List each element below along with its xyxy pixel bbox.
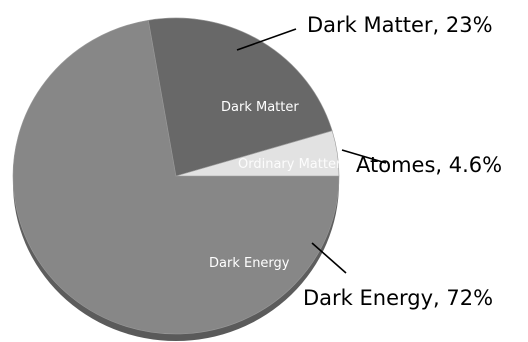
ghost-text-lower: 3% [356, 255, 377, 270]
leader-line-dark-energy [311, 242, 347, 274]
inner-label-dark-matter: Dark Matter [221, 100, 299, 115]
inner-label-dark-energy: Dark Energy [209, 256, 290, 271]
leader-line-dark-matter [236, 28, 297, 51]
outer-label-dark-energy: Dark Energy, 72% [303, 286, 493, 310]
ghost-text-upper: % [372, 99, 384, 114]
outer-label-atomes: Atomes, 4.6% [356, 153, 502, 177]
pie-slice-ordinary-matter [175, 130, 340, 177]
outer-label-dark-matter: Dark Matter, 23% [307, 13, 493, 37]
inner-label-ordinary-matter: Ordinary Matter [238, 157, 342, 172]
leader-line-atomes [341, 149, 387, 164]
pie-slice-dark-energy [12, 19, 340, 335]
